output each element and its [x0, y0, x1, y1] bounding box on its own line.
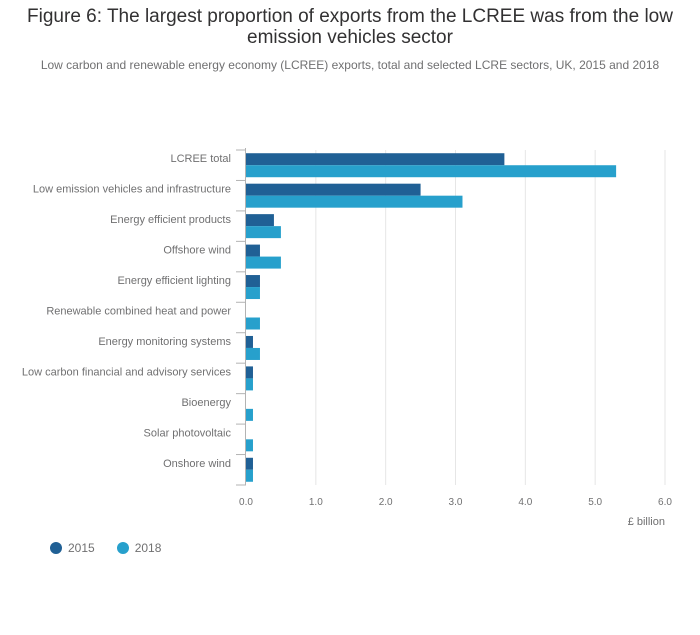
bar-2015[interactable] [246, 457, 253, 470]
category-label: Energy monitoring systems [98, 336, 231, 348]
bar-2015[interactable] [246, 214, 274, 227]
bar-2018[interactable] [246, 317, 260, 330]
chart-title: Figure 6: The largest proportion of expo… [27, 6, 673, 48]
x-tick-label: 6.0 [658, 497, 672, 508]
bar-2015[interactable] [246, 244, 260, 257]
category-label: Solar photovoltaic [144, 427, 232, 439]
bar-2015[interactable] [246, 366, 253, 379]
bar-2018[interactable] [246, 165, 617, 178]
legend-item-2018[interactable]: 2018 [116, 541, 162, 555]
chart-subtitle: Low carbon and renewable energy economy … [40, 58, 660, 72]
legend-label-2015: 2015 [68, 541, 95, 555]
category-label: Bioenergy [181, 397, 231, 409]
bar-2018[interactable] [246, 378, 253, 391]
category-label: Energy efficient products [110, 214, 231, 226]
category-label: Low emission vehicles and infrastructure [33, 184, 231, 196]
bar-2018[interactable] [246, 469, 253, 482]
x-tick-label: 1.0 [309, 497, 323, 508]
bar-2018[interactable] [246, 287, 260, 300]
legend-item-2015[interactable]: 2015 [50, 541, 95, 555]
bar-2018[interactable] [246, 226, 281, 239]
x-tick-labels: 0.0 1.0 2.0 3.0 4.0 5.0 6.0 [239, 497, 672, 508]
legend-swatch-2015 [50, 542, 62, 554]
category-label: Offshore wind [163, 245, 231, 257]
bar-2018[interactable] [246, 408, 253, 421]
x-tick-label: 2.0 [379, 497, 393, 508]
bar-2015[interactable] [246, 153, 505, 166]
x-tick-label: 0.0 [239, 497, 253, 508]
bars [246, 153, 617, 482]
category-label: Energy efficient lighting [117, 275, 231, 287]
bar-2015[interactable] [246, 183, 421, 196]
bar-2015[interactable] [246, 335, 253, 348]
bar-2015[interactable] [246, 275, 260, 288]
category-label: LCREE total [170, 153, 231, 165]
x-tick-label: 4.0 [518, 497, 532, 508]
x-tick-label: 5.0 [588, 497, 602, 508]
bar-2018[interactable] [246, 439, 253, 452]
category-label: Renewable combined heat and power [46, 306, 231, 318]
x-tick-label: 3.0 [449, 497, 463, 508]
legend: 2015 2018 [50, 541, 183, 555]
category-label: Low carbon financial and advisory servic… [22, 366, 232, 378]
category-label: Onshore wind [163, 458, 231, 470]
legend-label-2018: 2018 [134, 541, 162, 555]
bar-2018[interactable] [246, 195, 463, 208]
bar-2018[interactable] [246, 256, 281, 269]
bar-2018[interactable] [246, 347, 260, 360]
legend-swatch-2018 [116, 542, 129, 554]
category-labels: LCREE total Low emission vehicles and inf… [22, 153, 232, 470]
x-axis-unit-label: £ billion [628, 516, 665, 528]
y-axis [236, 148, 246, 486]
